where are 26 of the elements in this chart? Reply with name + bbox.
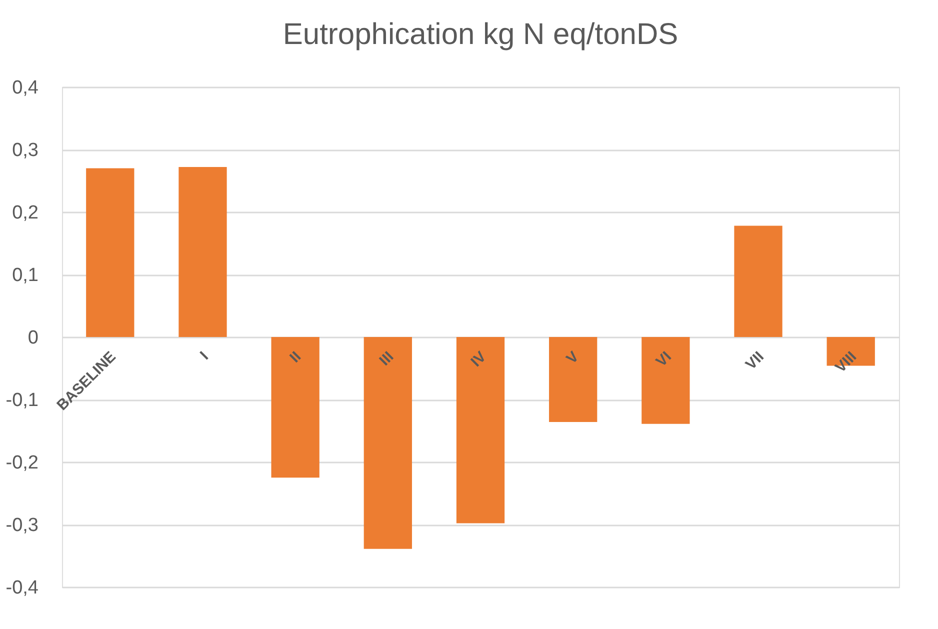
bar [734,226,782,337]
x-tick-label: VI [652,348,675,370]
chart-title: Eutrophication kg N eq/tonDS [282,18,678,51]
bar [271,337,320,478]
y-tick-label: -0,2 [6,452,38,474]
y-tick-label: 0,2 [12,202,38,224]
x-tick-label: VII [742,348,768,374]
x-tick-label: III [376,348,398,370]
x-tick-label: V [563,348,582,368]
y-tick-label: 0 [28,328,38,348]
bar [642,337,690,424]
y-tick-label: -0,4 [6,578,39,598]
y-tick-label: 0,4 [12,78,39,98]
y-tick-label: 0,1 [12,265,38,286]
x-tick-label: VIII [832,348,860,376]
x-tick-label: II [286,348,305,366]
y-tick-label: -0,1 [6,390,38,411]
bar [549,337,598,422]
y-tick-label: -0,3 [6,515,38,536]
bar [364,337,412,549]
bar [456,337,505,524]
x-tick-label: IV [468,348,490,370]
y-tick-label: 0,3 [12,140,38,161]
bar [178,167,227,337]
bar [86,168,134,337]
x-tick-label: I [196,348,212,364]
